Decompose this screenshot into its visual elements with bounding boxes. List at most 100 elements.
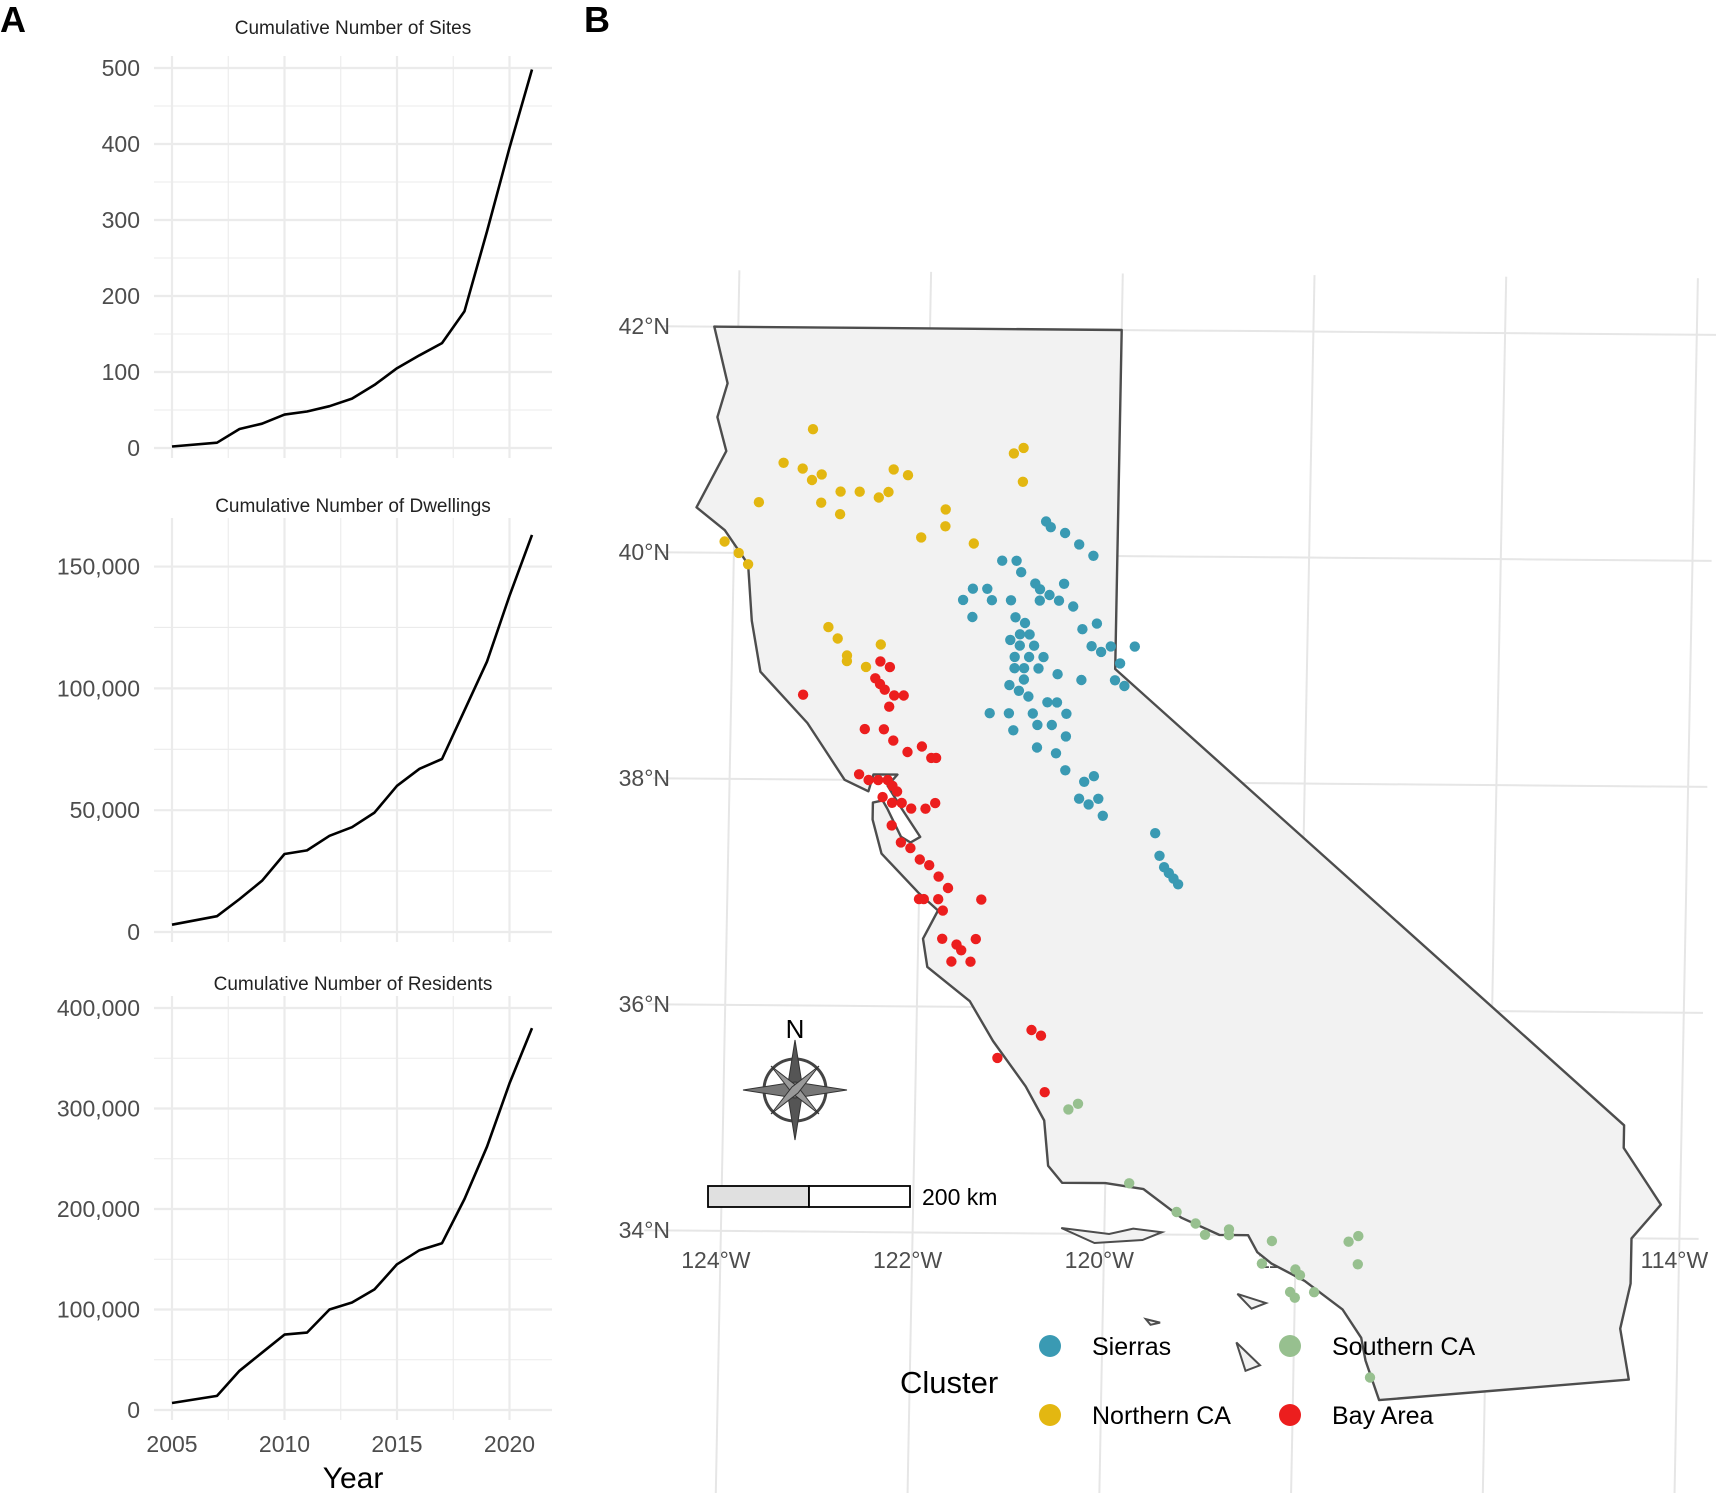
site-point: [875, 639, 886, 650]
x-tick-label: 2020: [484, 1431, 535, 1457]
site-point: [1097, 810, 1109, 821]
site-point: [1256, 1258, 1268, 1269]
site-point: [937, 933, 948, 944]
y-tick-label: 200,000: [57, 1196, 140, 1222]
chart-title: Cumulative Number of Residents: [214, 974, 493, 995]
site-point: [1034, 584, 1046, 595]
site-point: [1011, 555, 1022, 566]
site-point: [835, 486, 846, 497]
site-point: [1004, 679, 1015, 691]
legend-label: Bay Area: [1332, 1402, 1434, 1430]
x-tick-label: 2010: [259, 1431, 310, 1457]
site-point: [1045, 522, 1057, 533]
site-point: [884, 661, 896, 673]
site-point: [807, 424, 819, 435]
scale-bar-segment: [707, 1185, 810, 1208]
site-point: [1024, 629, 1035, 640]
site-point: [778, 457, 789, 468]
site-point: [806, 474, 818, 486]
california-map: 124°W122°W120°W118°W116°W114°W42°N40°N38…: [619, 270, 1717, 1493]
site-point: [1060, 731, 1072, 742]
site-point: [1091, 618, 1103, 629]
site-point: [967, 611, 978, 623]
site-point: [1026, 1024, 1037, 1036]
site-point: [719, 536, 730, 547]
legend-label: Northern CA: [1092, 1402, 1231, 1430]
site-point: [916, 741, 928, 752]
site-point: [896, 797, 907, 809]
legend-swatch: [1039, 1404, 1061, 1426]
y-tick-label: 400: [102, 131, 140, 157]
compass-needle-diag: [770, 1065, 820, 1115]
site-point: [1223, 1229, 1235, 1241]
site-point: [888, 464, 899, 475]
island-outline: [1143, 1317, 1161, 1326]
site-point: [886, 820, 897, 831]
y-tick-label: 300,000: [57, 1096, 140, 1122]
y-tick-label: 40°N: [619, 539, 670, 565]
site-point: [997, 555, 1008, 566]
site-point: [933, 871, 944, 882]
site-point: [933, 894, 944, 905]
site-point: [1199, 1229, 1211, 1241]
site-point: [965, 956, 976, 967]
island-outline: [1236, 1292, 1269, 1310]
site-point: [1058, 578, 1070, 589]
site-point: [1086, 641, 1097, 652]
y-tick-label: 100,000: [57, 675, 140, 701]
site-point: [924, 860, 935, 871]
y-tick-label: 100,000: [57, 1297, 140, 1323]
site-point: [1171, 1206, 1182, 1218]
y-tick-label: 34°N: [619, 1217, 670, 1243]
site-point: [1014, 640, 1025, 651]
site-point: [884, 701, 895, 712]
site-point: [902, 746, 913, 758]
site-point: [1063, 1104, 1074, 1115]
site-point: [1190, 1218, 1201, 1229]
site-point: [1028, 640, 1040, 651]
site-point: [1033, 663, 1044, 674]
residents-chart: Cumulative Number of Residents 0 100,000 20…: [57, 974, 552, 1493]
chart-title: Cumulative Number of Dwellings: [215, 496, 491, 517]
y-tick-label: 300: [102, 207, 140, 233]
site-point: [930, 752, 942, 764]
site-point: [877, 791, 888, 803]
site-point: [1053, 595, 1065, 606]
site-point: [879, 684, 890, 695]
site-point: [1077, 624, 1088, 635]
site-point: [913, 893, 925, 905]
site-point: [1035, 1030, 1047, 1041]
x-tick-label: 122°W: [873, 1247, 943, 1273]
site-point: [863, 774, 874, 786]
site-point: [883, 486, 894, 498]
site-point: [873, 492, 884, 503]
site-point: [1114, 658, 1126, 669]
site-point: [1308, 1287, 1320, 1298]
site-point: [1044, 589, 1055, 601]
y-tick-label: 150,000: [57, 554, 140, 580]
site-point: [967, 583, 979, 594]
site-point: [1088, 771, 1100, 782]
y-tick-label: 100: [102, 359, 140, 385]
site-point: [895, 837, 907, 848]
site-point: [1009, 663, 1020, 674]
site-point: [1352, 1259, 1364, 1270]
legend-title: Cluster: [900, 1365, 998, 1400]
site-point: [1289, 1292, 1301, 1303]
site-point: [1060, 765, 1071, 776]
site-point: [1017, 476, 1029, 487]
sites-chart: Cumulative Number of Sites 0 100 200 300 400 5…: [102, 18, 552, 461]
site-point: [1046, 719, 1058, 731]
site-point: [920, 803, 931, 814]
site-point: [1051, 697, 1063, 708]
y-tick-label: 0: [127, 435, 140, 461]
site-point: [1016, 567, 1027, 578]
site-point: [1068, 601, 1079, 612]
site-point: [942, 882, 954, 894]
site-point: [916, 532, 927, 543]
site-point: [1074, 539, 1085, 550]
y-tick-label: 42°N: [619, 313, 670, 339]
site-point: [742, 559, 754, 570]
site-point: [940, 521, 951, 532]
site-point: [873, 774, 884, 786]
